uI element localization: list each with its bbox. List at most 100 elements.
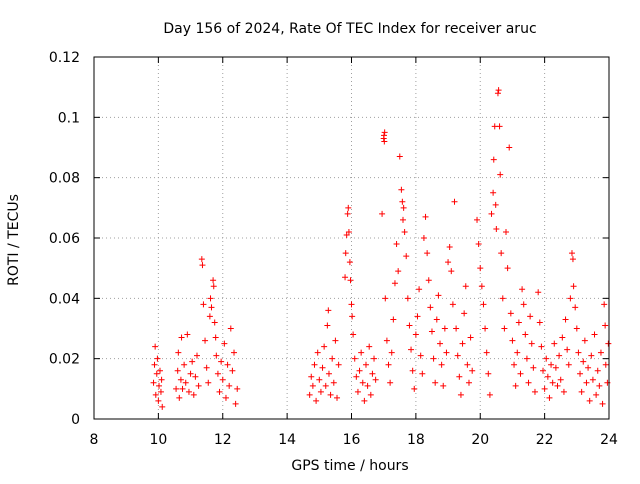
data-point (350, 331, 357, 338)
data-point (498, 250, 505, 257)
y-tick-label: 0.1 (58, 110, 80, 126)
data-point (564, 346, 571, 353)
data-point (597, 349, 604, 356)
data-point (499, 295, 506, 302)
data-point (446, 244, 453, 251)
data-point (221, 340, 228, 347)
x-axis-ticks: 8 10 12 14 16 18 20 22 24 (90, 432, 618, 448)
data-point (351, 355, 358, 362)
data-point (605, 340, 612, 347)
data-point (441, 325, 448, 332)
data-point (438, 361, 445, 368)
data-point (474, 216, 481, 223)
data-point (453, 325, 460, 332)
data-point (469, 367, 476, 374)
data-point (177, 376, 184, 383)
data-point (420, 235, 427, 241)
data-point (159, 403, 166, 410)
data-point (343, 231, 350, 238)
data-point (190, 391, 197, 398)
data-point (520, 301, 527, 308)
data-point (486, 391, 493, 398)
data-point (425, 277, 432, 284)
data-point (154, 355, 161, 362)
data-point (229, 367, 236, 374)
data-point (309, 382, 316, 389)
data-point (210, 277, 217, 284)
data-point (194, 352, 200, 359)
data-point (325, 307, 332, 314)
data-point (562, 316, 569, 323)
data-point (504, 265, 511, 272)
data-point (401, 228, 408, 235)
data-point (381, 138, 388, 145)
data-point (596, 382, 603, 389)
data-point (528, 340, 535, 347)
data-point (578, 388, 585, 395)
data-point (381, 129, 388, 136)
data-point (329, 355, 336, 362)
data-point (359, 379, 366, 386)
data-point (356, 367, 363, 374)
data-point (342, 250, 349, 257)
data-point (316, 376, 323, 383)
data-point (189, 358, 196, 365)
data-point (512, 382, 519, 389)
data-point (567, 295, 574, 302)
data-point (602, 322, 609, 329)
data-point (464, 361, 471, 368)
x-tick-label: 20 (471, 432, 489, 448)
y-axis-ticks: 0 0.02 0.04 0.06 0.08 0.1 0.12 (49, 50, 80, 428)
data-point (342, 274, 349, 281)
data-point (427, 304, 434, 311)
data-point (181, 361, 188, 368)
data-point (366, 343, 373, 350)
data-point (594, 367, 601, 374)
data-point (530, 364, 537, 371)
x-tick-label: 14 (278, 432, 296, 448)
data-point (490, 189, 497, 196)
y-tick-label: 0.04 (49, 291, 80, 307)
data-point (395, 268, 402, 275)
data-point (493, 225, 500, 232)
data-point (467, 334, 474, 341)
data-point (390, 316, 397, 323)
data-point (364, 382, 371, 389)
data-point (535, 289, 542, 296)
data-point (581, 337, 588, 344)
data-point (408, 346, 415, 353)
data-point (371, 355, 378, 362)
data-point (325, 370, 332, 377)
data-points (150, 87, 612, 410)
data-point (398, 186, 405, 193)
data-point (388, 349, 395, 356)
y-tick-label: 0.08 (49, 171, 80, 187)
data-point (546, 394, 553, 401)
data-point (393, 241, 400, 248)
data-point (506, 144, 513, 151)
data-point (218, 358, 225, 365)
data-point (419, 370, 426, 377)
data-point (153, 370, 160, 377)
data-point (462, 283, 469, 290)
data-point (213, 352, 220, 359)
data-point (387, 379, 394, 386)
data-point (496, 123, 503, 130)
data-point (222, 394, 229, 401)
x-tick-label: 18 (407, 432, 425, 448)
data-point (430, 355, 437, 362)
data-point (158, 376, 165, 383)
data-point (157, 388, 164, 395)
data-point (602, 361, 609, 368)
data-point (570, 283, 577, 290)
data-point (494, 90, 501, 97)
data-point (319, 364, 326, 371)
data-point (199, 262, 206, 269)
data-point (179, 385, 186, 392)
data-point (400, 204, 407, 211)
data-point (543, 355, 550, 362)
data-point (205, 379, 212, 386)
data-point (591, 331, 598, 338)
